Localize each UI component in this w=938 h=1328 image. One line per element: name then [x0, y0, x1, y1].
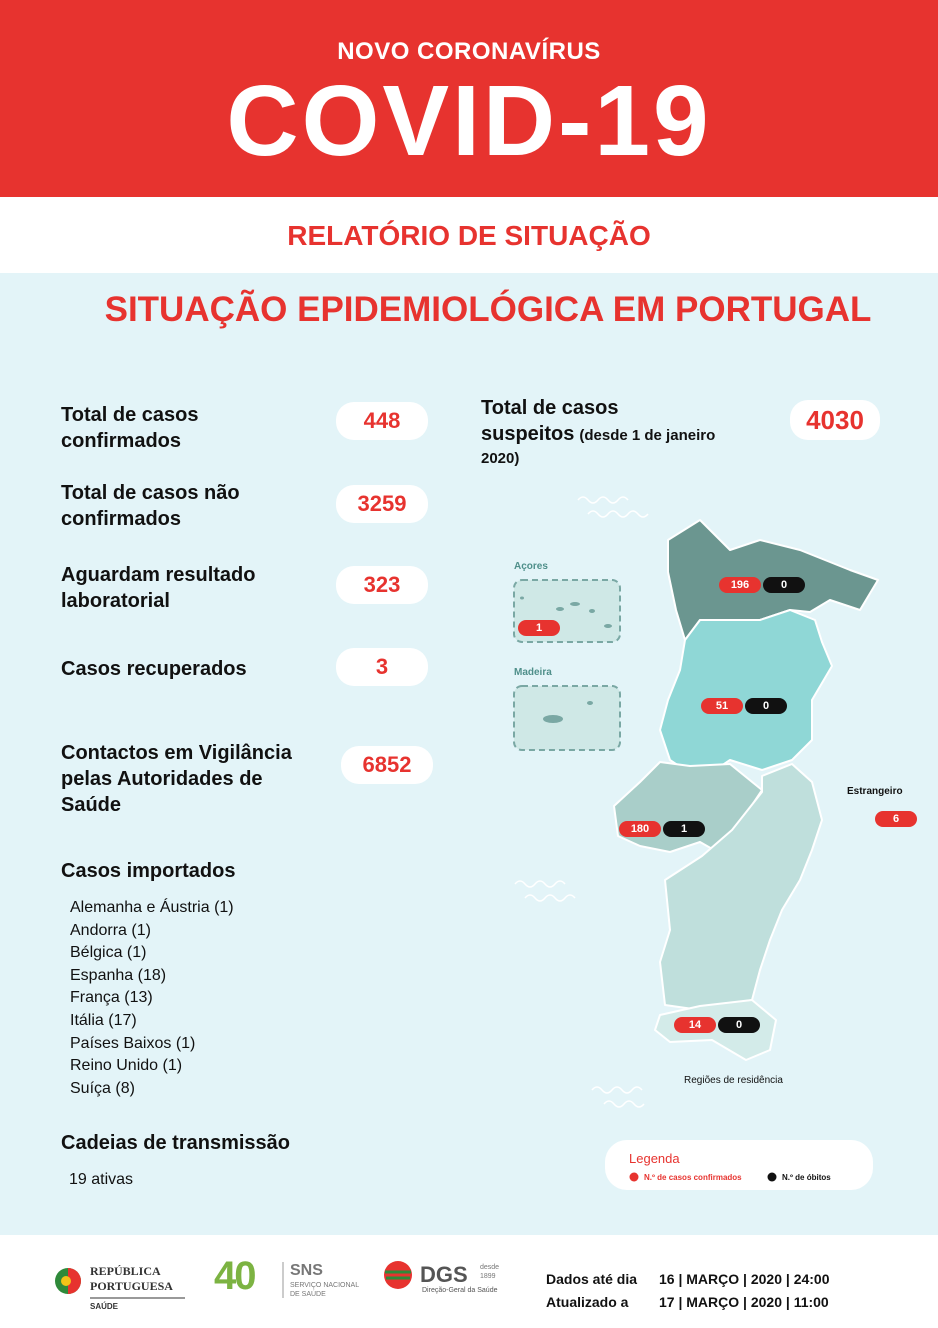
suspected-line: Total de casos	[481, 397, 619, 419]
sns-number: 40	[214, 1254, 256, 1298]
legend-swatch-deaths	[767, 1172, 777, 1182]
suspected-line: suspeitos	[481, 423, 575, 445]
stat-label-line: Contactos em Vigilância	[61, 742, 292, 764]
foreign-cases: 6	[875, 811, 917, 827]
imported-item: Reino Unido (1)	[70, 1057, 183, 1075]
legend-swatch-cases	[629, 1172, 639, 1182]
republica-name: REPÚBLICA	[90, 1264, 161, 1278]
azores-label: Açores	[514, 561, 548, 572]
stat-label-line: Casos recuperados	[61, 658, 247, 680]
region-deaths: 1	[663, 821, 705, 837]
legend-cases: N.º de casos confirmados	[644, 1173, 742, 1182]
date-value: 16 | MARÇO | 2020 | 24:00	[659, 1271, 830, 1287]
dgs-since: desde	[480, 1264, 500, 1271]
header-band	[0, 0, 938, 197]
stat-label-line: laboratorial	[61, 590, 170, 612]
chains-title: Cadeias de transmissão	[61, 1132, 290, 1154]
date-value: 17 | MARÇO | 2020 | 11:00	[659, 1294, 829, 1310]
stat-value: 323	[336, 566, 428, 604]
region-cases: 180	[619, 821, 661, 837]
imported-item: Países Baixos (1)	[70, 1034, 196, 1052]
legend-deaths: N.º de óbitos	[782, 1173, 831, 1182]
suspected-note: (desde 1 de janeiro	[579, 427, 716, 444]
stat-label-line: Total de casos	[61, 404, 199, 426]
section-title: SITUAÇÃO EPIDEMIOLÓGICA EM PORTUGAL	[104, 290, 872, 329]
stat-label-line: Aguardam resultado	[61, 564, 256, 586]
stat-label-line: confirmados	[61, 430, 182, 452]
madeira-label: Madeira	[514, 667, 552, 678]
sns-sub: SERVIÇO NACIONAL	[290, 1282, 360, 1289]
stat-label: Contactos em Vigilância pelas Autoridades…	[61, 740, 292, 818]
region-algarve	[654, 999, 777, 1061]
region-cases: 196	[719, 577, 761, 593]
kicker: NOVO CORONAVÍRUS	[337, 38, 601, 65]
madeira-box	[513, 685, 621, 751]
imported-item: Suíça (8)	[70, 1079, 135, 1097]
stat-value: 3	[336, 648, 428, 686]
dgs-name: DGS	[420, 1262, 468, 1287]
stat-label-line: Saúde	[61, 794, 122, 816]
legend-title: Legenda	[629, 1151, 680, 1166]
imported-item: França (13)	[70, 989, 153, 1007]
date-label: Dados até dia	[546, 1271, 638, 1287]
date-label: Atualizado a	[546, 1294, 629, 1310]
stat-label-line: pelas Autoridades de	[61, 768, 263, 790]
azores-cases: 1	[518, 620, 560, 636]
suspected-note: 2020)	[481, 450, 520, 467]
dgs-logo	[384, 1261, 412, 1289]
stat-label-line: Total de casos não	[61, 482, 240, 504]
imported-item: Bélgica (1)	[70, 944, 147, 962]
stat-value: 6852	[341, 746, 433, 784]
suspected-value: 4030	[790, 400, 880, 440]
sns-sub: DE SAÚDE	[290, 1291, 326, 1298]
stat-label: Total de casos não confirmados	[61, 480, 240, 532]
stat-label-line: confirmados	[61, 508, 182, 530]
region-deaths: 0	[763, 577, 805, 593]
stat-label: Casos recuperados	[61, 656, 247, 682]
stat-label: Total de casos confirmados	[61, 402, 198, 454]
stat-value: 448	[336, 402, 428, 440]
map-caption: Regiões de residência	[684, 1075, 783, 1086]
region-cases: 51	[701, 698, 743, 714]
suspected-line: suspeitos (desde 1 de janeiro	[481, 421, 715, 449]
republica-sub: SAÚDE	[90, 1302, 119, 1311]
legend-box	[605, 1140, 873, 1190]
imported-title: Casos importados	[61, 860, 236, 882]
imported-item: Andorra (1)	[70, 921, 151, 939]
imported-item: Espanha (18)	[70, 966, 167, 984]
suspected-label: Total de casos suspeitos (desde 1 de janei…	[481, 395, 715, 469]
imported-item: Alemanha e Áustria (1)	[70, 899, 234, 916]
region-cases: 14	[674, 1017, 716, 1033]
region-deaths: 0	[745, 698, 787, 714]
dgs-since: 1899	[480, 1273, 496, 1280]
report-title: RELATÓRIO DE SITUAÇÃO	[287, 220, 651, 251]
stat-label: Aguardam resultado laboratorial	[61, 562, 255, 614]
dgs-sub: Direção-Geral da Saúde	[422, 1287, 498, 1294]
sns-name: SNS	[290, 1262, 323, 1279]
region-centre	[659, 609, 833, 781]
republica-name: PORTUGUESA	[90, 1279, 173, 1293]
stat-value: 3259	[336, 485, 428, 523]
main-title: COVID-19	[226, 65, 712, 177]
chains-text: 19 ativas	[69, 1171, 134, 1188]
imported-item: Itália (17)	[70, 1012, 137, 1029]
region-deaths: 0	[718, 1017, 760, 1033]
foreign-label: Estrangeiro	[847, 786, 903, 797]
